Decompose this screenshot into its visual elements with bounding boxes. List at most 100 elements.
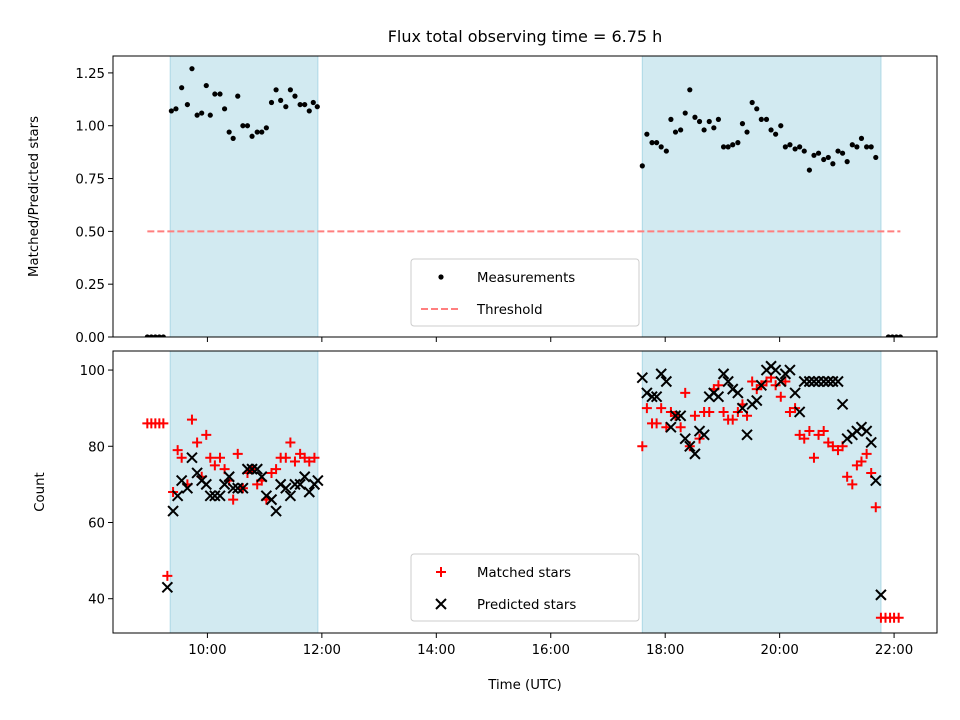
measurements-point [292, 93, 298, 99]
series-group [144, 66, 903, 337]
predicted-stars-point [650, 391, 663, 403]
measurements-point [864, 144, 870, 150]
matched-stars-point [704, 406, 715, 417]
measurements-point [706, 118, 712, 125]
measurements-point [801, 148, 807, 154]
matched-stars-point [162, 570, 173, 581]
matched-stars-point [637, 441, 648, 452]
predicted-stars-point [237, 482, 249, 494]
observing-window-shade [641, 55, 882, 338]
legend-marker [438, 274, 444, 280]
y-tick-label: 0.25 [75, 278, 105, 293]
matched-stars-point [680, 387, 691, 398]
measurements-point [720, 144, 727, 150]
predicted-stars-point [875, 589, 887, 601]
x-axis-label: Time (UTC) [487, 678, 562, 693]
matched-stars-point [718, 406, 729, 417]
matched-stars-point [176, 452, 187, 463]
measurements-point [235, 93, 241, 99]
measurements-point [658, 144, 664, 150]
measurements-point [663, 148, 669, 154]
observing-window-shade [169, 55, 319, 338]
predicted-stars-point [812, 375, 825, 388]
matched-stars-point [656, 403, 667, 414]
predicted-stars-point [227, 482, 239, 494]
predicted-stars-point [808, 375, 820, 388]
measurements-point [283, 104, 289, 110]
legend-label: Matched stars [477, 566, 571, 581]
predicted-stars-point [256, 471, 268, 483]
measurements-point [806, 167, 812, 173]
matched-stars-point [847, 479, 858, 490]
matched-stars-point [747, 376, 758, 387]
predicted-stars-point [741, 429, 753, 441]
matched-stars-point [870, 502, 881, 513]
measurements-point [749, 99, 755, 106]
matched-stars-point [842, 471, 853, 482]
legend-marker [435, 598, 447, 610]
matched-stars-point [209, 460, 220, 471]
predicted-stars-point [171, 490, 184, 502]
measurements-point [278, 97, 284, 103]
predicted-stars-point [298, 471, 311, 483]
matched-stars-point [804, 426, 815, 437]
predicted-stars-point [167, 505, 179, 517]
measurements-point [787, 142, 793, 148]
measurements-point [221, 106, 228, 112]
matched-stars-point [641, 403, 652, 414]
predicted-stars-point [751, 394, 763, 407]
predicted-stars-point [214, 490, 226, 502]
x-tick-label: 18:00 [646, 643, 684, 658]
measurements-point [744, 129, 750, 135]
predicted-stars-point [265, 493, 278, 506]
measurements-point [811, 152, 817, 158]
predicted-stars-point [646, 391, 658, 403]
measurements-point [654, 140, 660, 146]
matched-stars-point [201, 429, 212, 440]
matched-stars-point [289, 456, 300, 467]
predicted-stars-point [218, 478, 231, 491]
x-tick-label: 10:00 [188, 643, 226, 658]
measurements-point [263, 125, 269, 131]
measurements-point [687, 87, 693, 93]
predicted-stars-point [679, 432, 691, 445]
legend-label: Measurements [477, 271, 575, 286]
matched-stars-point [280, 452, 291, 463]
predicted-stars-point [698, 429, 710, 441]
predicted-stars-point [836, 398, 849, 411]
predicted-stars-point [223, 471, 235, 483]
predicted-stars-point [769, 364, 782, 376]
measurements-point [240, 123, 246, 129]
measurements-point [763, 116, 770, 122]
y-tick-label: 60 [88, 516, 105, 531]
bottom-panel: 40 60 80 100 10:00 12:00 14:00 16:00 18:00 20:00 2… [33, 350, 938, 693]
measurements-point [302, 101, 308, 108]
matched-stars-point [893, 612, 904, 623]
measurements-point [844, 159, 850, 165]
predicted-stars-point [241, 463, 254, 475]
measurements-point [189, 66, 195, 72]
measurements-point [849, 142, 855, 148]
series-group [142, 360, 904, 623]
measurements-point [226, 129, 232, 135]
measurements-point [644, 131, 650, 137]
matched-stars-point [799, 433, 810, 444]
matched-stars-point [651, 418, 662, 429]
measurements-point [768, 127, 774, 133]
predicted-stars-point [732, 387, 744, 399]
x-tick-label: 20:00 [760, 643, 798, 658]
predicted-stars-point [722, 375, 734, 388]
x-tick-label: 16:00 [532, 643, 570, 658]
predicted-stars-point [669, 410, 682, 422]
predicted-stars-point [832, 375, 844, 388]
measurements-point [873, 154, 879, 161]
predicted-stars-point [789, 387, 801, 399]
measurements-point [672, 129, 679, 135]
matched-stars-point [186, 414, 197, 425]
measurements-point [825, 154, 831, 161]
predicted-stars-point [689, 448, 701, 460]
measurements-point [735, 140, 741, 146]
measurements-point [179, 85, 185, 91]
measurements-point [839, 150, 846, 156]
predicted-stars-point [827, 375, 839, 388]
